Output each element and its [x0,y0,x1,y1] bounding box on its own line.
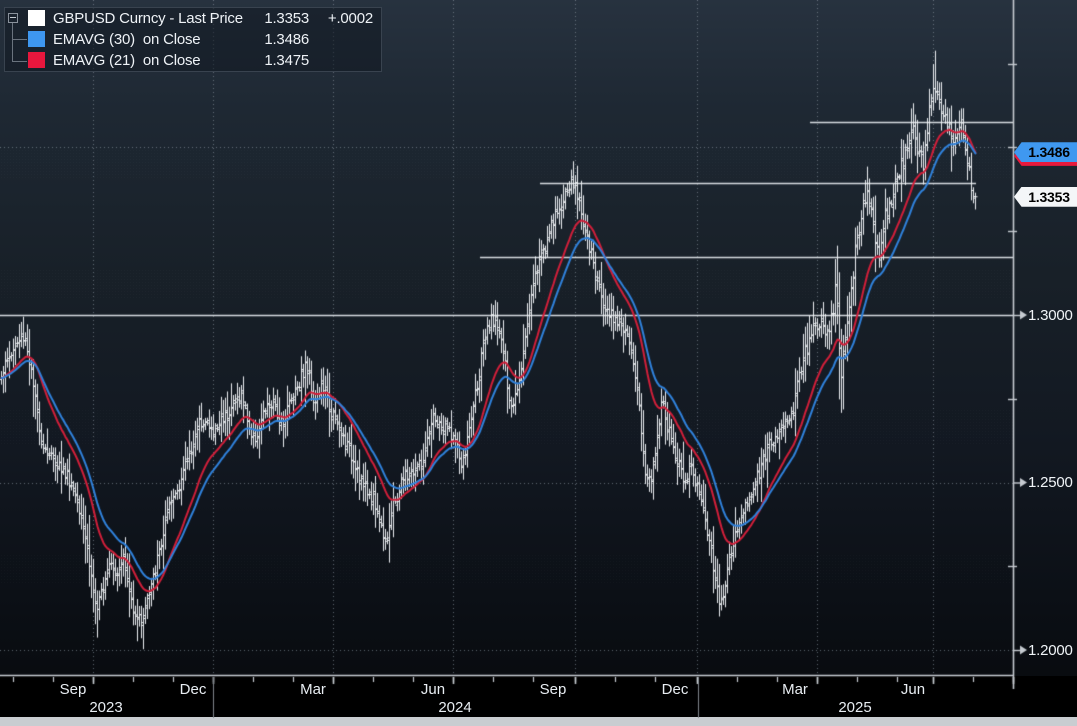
x-axis-month-label: Sep [539,681,567,698]
x-axis-month-label: Sep [59,681,87,698]
legend-series-emavg30[interactable]: EMAVG (30) on Close 1.3486 [5,31,381,49]
x-axis-month-label: Dec [179,681,207,698]
x-axis-month-label: Mar [782,681,808,698]
series-value: 1.3486 [264,31,309,48]
x-axis-year-label: 2025 [838,699,872,716]
y-axis-label: 1.3000 [1028,306,1073,324]
legend-panel: GBPUSD Curncy - Last Price 1.3353 +.0002… [4,7,382,72]
x-axis-month-label: Jun [420,681,446,698]
emavg30-swatch-icon [28,31,45,47]
y-axis-label: 1.2500 [1028,474,1073,491]
ema30-price-badge[interactable]: 1.3486 [1014,142,1077,163]
y-axis-label: 1.2000 [1028,641,1073,659]
series-change: +.0002 [327,10,373,27]
emavg21-swatch-icon [28,52,45,68]
price-swatch-icon [28,10,45,26]
x-axis-year-label: 2023 [89,699,123,716]
series-label: EMAVG (21) on Close [53,52,201,69]
series-value: 1.3475 [264,52,309,69]
legend-series-emavg21[interactable]: EMAVG (21) on Close 1.3475 [5,52,381,70]
series-value: 1.3353 [264,10,309,27]
last-price-badge[interactable]: 1.3353 [1014,186,1077,207]
legend-tree-line [12,61,27,62]
series-label: EMAVG (30) on Close [53,31,201,48]
x-axis-month-label: Dec [661,681,689,698]
collapse-icon[interactable] [8,13,18,23]
series-label: GBPUSD Curncy - Last Price [53,10,243,27]
legend-tree-line [12,23,13,62]
x-axis-year-label: 2024 [438,699,472,716]
legend-series-price[interactable]: GBPUSD Curncy - Last Price 1.3353 +.0002 [5,10,381,28]
x-axis-month-label: Mar [300,681,326,698]
legend-tree-line [12,39,27,40]
x-axis-month-label: Jun [900,681,926,698]
